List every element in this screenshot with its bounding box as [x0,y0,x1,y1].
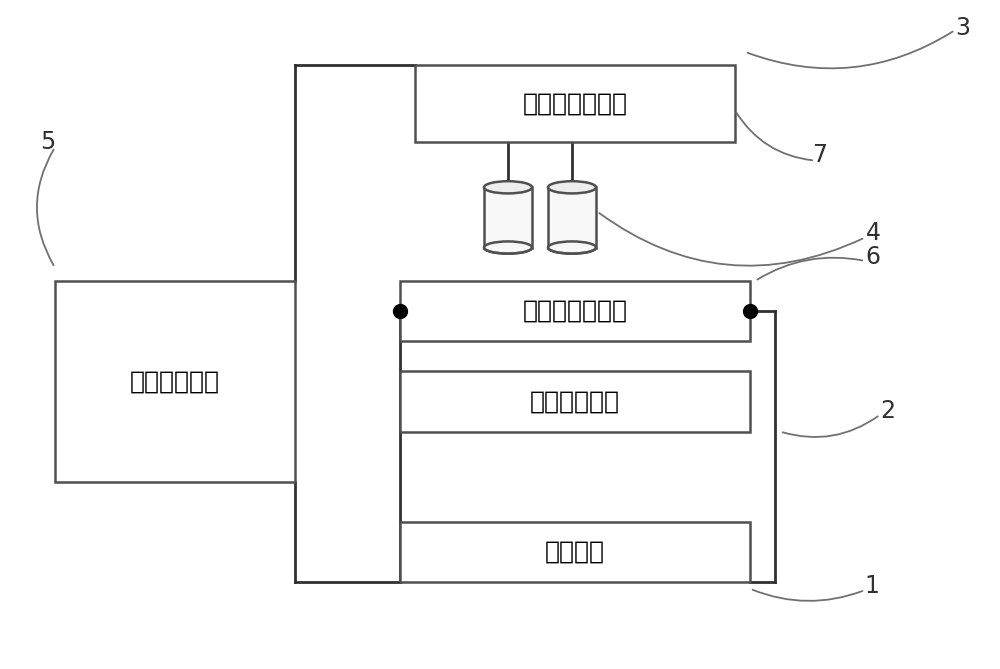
Point [392,306,408,316]
FancyBboxPatch shape [400,522,750,582]
FancyBboxPatch shape [400,371,750,432]
Text: 电特性测试设备: 电特性测试设备 [522,92,628,116]
Text: 3: 3 [956,16,970,40]
FancyBboxPatch shape [400,281,750,341]
Point [742,306,758,316]
FancyBboxPatch shape [55,281,295,482]
Ellipse shape [484,242,532,254]
Text: 5: 5 [40,130,56,154]
Ellipse shape [484,181,532,193]
Text: 待测半导体器件: 待测半导体器件 [522,299,628,323]
Bar [548,187,596,248]
Text: 控制通信设备: 控制通信设备 [130,369,220,393]
Bar [484,187,532,248]
Text: 4: 4 [866,221,881,246]
Text: 1: 1 [865,574,879,598]
FancyBboxPatch shape [415,66,735,142]
Text: 6: 6 [866,245,881,269]
Ellipse shape [548,181,596,193]
Text: 7: 7 [812,143,828,167]
Text: 恒温加热设备: 恒温加热设备 [530,389,620,413]
Ellipse shape [548,242,596,254]
Text: 脉冲电源: 脉冲电源 [545,540,605,564]
Text: 2: 2 [881,399,896,423]
